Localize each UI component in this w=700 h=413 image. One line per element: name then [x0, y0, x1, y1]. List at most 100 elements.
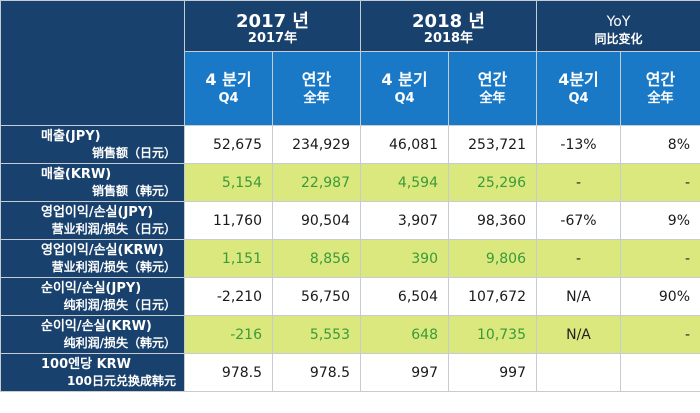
table-cell: 107,672 — [448, 277, 537, 316]
row-label-kr: 100엔당 KRW — [41, 357, 132, 372]
col-label-kr: 연간 — [301, 70, 332, 89]
col-label-sub: 全年 — [303, 91, 330, 106]
table-cell: 98,360 — [448, 201, 537, 240]
table-cell: 234,929 — [272, 125, 361, 164]
row-label-cn: 纯利润/损失（韩元） — [63, 336, 176, 350]
table-cell: 5,553 — [272, 315, 361, 354]
table-row: 영업이익/손실(JPY) 营业利润/损失（日元） 11,760 90,504 3,… — [0, 201, 700, 240]
table-cell — [619, 353, 700, 392]
table-row: 순이익/손실(JPY) 纯利润/损失（日元） -2,210 56,750 6,50… — [0, 277, 700, 316]
row-label-kr: 영업이익/손실(JPY) — [41, 205, 154, 220]
col-label-sub: Q4 — [394, 91, 415, 106]
table-cell: 978.5 — [272, 353, 361, 392]
table-cell: 3,907 — [360, 201, 449, 240]
yoy-en: YoY — [606, 14, 631, 30]
yoy-cn: 同比变化 — [594, 32, 643, 46]
year-2018-cn: 2018年 — [423, 31, 474, 46]
row-label: 영업이익/손실(JPY) 营业利润/损失（日元） — [0, 201, 185, 240]
table-cell: 56,750 — [272, 277, 361, 316]
row-label-kr: 매출(KRW) — [41, 167, 112, 182]
table-cell: 648 — [360, 315, 449, 354]
table-cell: 4,594 — [360, 163, 449, 202]
row-label: 100엔당 KRW 100日元兑换成韩元 — [0, 353, 185, 392]
row-label-kr: 매출(JPY) — [41, 129, 101, 144]
table-cell: 6,504 — [360, 277, 449, 316]
col-label-kr: 4 분기 — [205, 70, 252, 89]
table-cell: N/A — [536, 315, 621, 354]
table-cell: 90% — [619, 277, 700, 316]
table-cell: 25,296 — [448, 163, 537, 202]
year-2017-header: 2017 년 2017年 — [184, 0, 361, 52]
table-cell: 253,721 — [448, 125, 537, 164]
col-label-sub: 全年 — [647, 91, 674, 106]
table-cell: 52,675 — [184, 125, 273, 164]
year-2017-kr: 2017 년 — [236, 11, 309, 32]
row-label: 매출(KRW) 销售额（韩元） — [0, 163, 185, 202]
col-label-kr: 연간 — [477, 70, 508, 89]
table-row: 매출(JPY) 销售额（日元） 52,675 234,929 46,081 253… — [0, 125, 700, 164]
row-label-kr: 순이익/손실(KRW) — [41, 319, 152, 334]
row-label: 순이익/손실(JPY) 纯利润/损失（日元） — [0, 277, 185, 316]
row-label-kr: 영업이익/손실(KRW) — [41, 243, 164, 258]
table-row: 매출(KRW) 销售额（韩元） 5,154 22,987 4,594 25,296… — [0, 163, 700, 202]
col-yoy-year: 연간 全年 — [619, 51, 700, 126]
table-cell: 11,760 — [184, 201, 273, 240]
col-label-sub: Q4 — [568, 91, 589, 106]
table-cell: 90,504 — [272, 201, 361, 240]
table-cell: 8,856 — [272, 239, 361, 278]
table-cell: 5,154 — [184, 163, 273, 202]
table-cell: 997 — [360, 353, 449, 392]
col-yoy-q4: 4분기 Q4 — [536, 51, 621, 126]
table-cell: 390 — [360, 239, 449, 278]
table-cell: - — [536, 163, 621, 202]
table-cell: 997 — [448, 353, 537, 392]
table-cell: -13% — [536, 125, 621, 164]
table-cell: - — [619, 315, 700, 354]
col-label-sub: 全年 — [479, 91, 506, 106]
table-cell: 9,806 — [448, 239, 537, 278]
table-cell: 978.5 — [184, 353, 273, 392]
row-label: 매출(JPY) 销售额（日元） — [0, 125, 185, 164]
table-cell: 46,081 — [360, 125, 449, 164]
col-2018-q4: 4 분기 Q4 — [360, 51, 449, 126]
col-2018-year: 연간 全年 — [448, 51, 537, 126]
table-cell: 9% — [619, 201, 700, 240]
table-cell: 8% — [619, 125, 700, 164]
col-2017-q4: 4 분기 Q4 — [184, 51, 273, 126]
table-cell: -67% — [536, 201, 621, 240]
col-label-kr: 연간 — [645, 70, 676, 89]
table-cell: -2,210 — [184, 277, 273, 316]
row-label-cn: 营业利润/损失（韩元） — [51, 260, 176, 274]
table-row: 100엔당 KRW 100日元兑换成韩元 978.5 978.5 997 997 — [0, 353, 700, 392]
table-cell: - — [619, 239, 700, 278]
table-row: 순이익/손실(KRW) 纯利润/损失（韩元） -216 5,553 648 10,… — [0, 315, 700, 354]
row-label-cn: 销售额（日元） — [91, 146, 176, 160]
yoy-header: YoY 同比变化 — [535, 0, 700, 52]
table-row: 영업이익/손실(KRW) 营业利润/损失（韩元） 1,151 8,856 390 … — [0, 239, 700, 278]
year-2018-kr: 2018 년 — [412, 11, 485, 32]
table-cell: 22,987 — [272, 163, 361, 202]
col-label-kr: 4 분기 — [381, 70, 428, 89]
row-label: 순이익/손실(KRW) 纯利润/损失（韩元） — [0, 315, 185, 354]
row-label-cn: 销售额（韩元） — [91, 184, 176, 198]
table-cell: 10,735 — [448, 315, 537, 354]
corner-cell — [0, 0, 185, 126]
row-label-cn: 纯利润/损失（日元） — [63, 298, 176, 312]
col-label-kr: 4분기 — [558, 70, 599, 89]
table-cell: - — [619, 163, 700, 202]
row-label-kr: 순이익/손실(JPY) — [41, 281, 142, 296]
table-cell: -216 — [184, 315, 273, 354]
table-cell: N/A — [536, 277, 621, 316]
financial-results-table: 2017 년 2017年 2018 년 2018年 YoY 同比变化 4 분기 Q… — [0, 0, 700, 392]
table-cell: 1,151 — [184, 239, 273, 278]
row-label-cn: 100日元兑换成韩元 — [66, 374, 176, 388]
col-2017-year: 연간 全年 — [272, 51, 361, 126]
table-cell — [536, 353, 621, 392]
col-label-sub: Q4 — [218, 91, 239, 106]
row-label: 영업이익/손실(KRW) 营业利润/损失（韩元） — [0, 239, 185, 278]
year-2017-cn: 2017年 — [247, 31, 298, 46]
year-2018-header: 2018 년 2018年 — [360, 0, 537, 52]
row-label-cn: 营业利润/损失（日元） — [51, 222, 176, 236]
table-cell: - — [536, 239, 621, 278]
